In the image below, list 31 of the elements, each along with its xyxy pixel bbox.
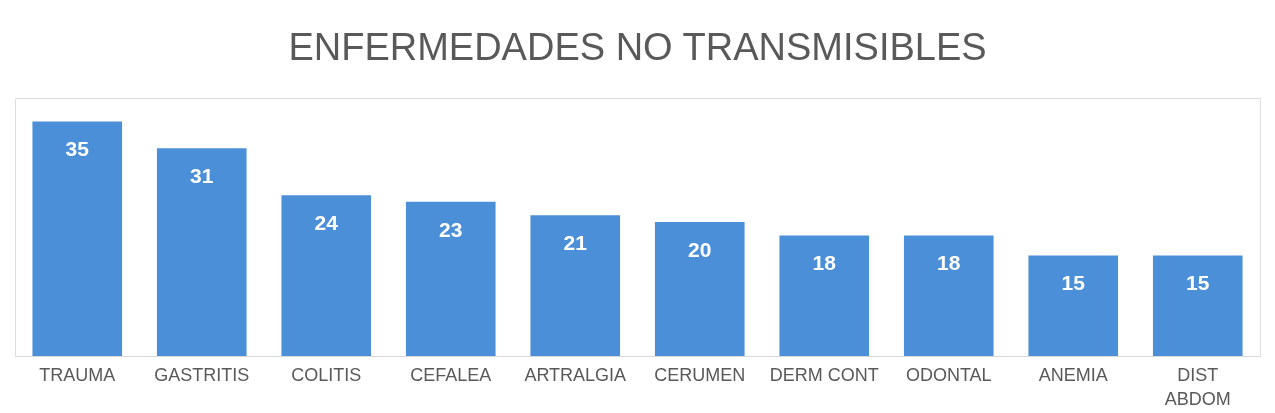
bar bbox=[32, 121, 123, 356]
bar bbox=[654, 221, 745, 356]
bar bbox=[405, 201, 496, 356]
bar bbox=[779, 235, 870, 356]
x-tick-label: TRAUMA bbox=[39, 364, 116, 385]
data-label: 21 bbox=[563, 231, 588, 255]
bar bbox=[530, 215, 621, 356]
data-label: 18 bbox=[937, 251, 961, 275]
x-tick-label: DIST ABDOM bbox=[1164, 364, 1231, 409]
bar bbox=[903, 235, 994, 356]
x-tick-label: CEFALEA bbox=[410, 364, 492, 385]
data-label: 18 bbox=[812, 251, 837, 275]
x-tick-label: GASTRITIS bbox=[154, 364, 250, 385]
data-label: 23 bbox=[439, 217, 463, 241]
data-label: 15 bbox=[1186, 271, 1210, 295]
data-label: 20 bbox=[688, 237, 712, 261]
x-tick-label: ODONTAL bbox=[905, 364, 992, 385]
x-tick-label: CERUMEN bbox=[654, 364, 746, 385]
x-tick-label: ARTRALGIA bbox=[524, 364, 627, 385]
data-label: 24 bbox=[314, 211, 339, 235]
x-tick-label: ANEMIA bbox=[1038, 364, 1108, 385]
bar bbox=[1152, 255, 1243, 356]
bar bbox=[156, 148, 247, 356]
x-tick-label: DERM CONT bbox=[769, 364, 879, 385]
data-label: 15 bbox=[1061, 271, 1086, 295]
bar bbox=[281, 195, 372, 356]
chart-title: ENFERMEDADES NO TRANSMISIBLES bbox=[288, 26, 987, 68]
bar bbox=[1028, 255, 1119, 356]
data-label: 35 bbox=[65, 137, 90, 161]
x-tick-label: COLITIS bbox=[291, 364, 362, 385]
data-label: 31 bbox=[190, 164, 214, 188]
